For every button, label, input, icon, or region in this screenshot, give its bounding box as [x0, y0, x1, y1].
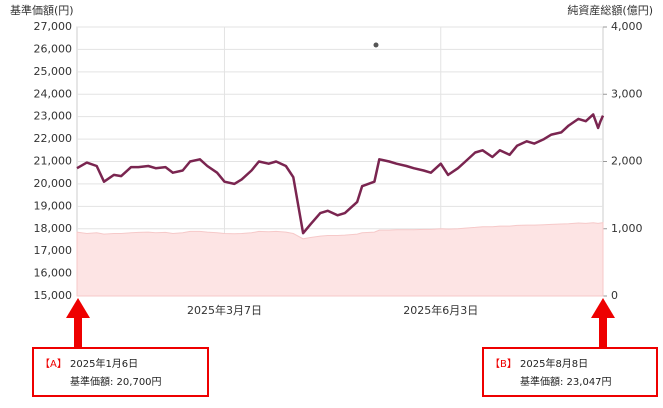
annotation-a: 【A】 2025年1月6日 基準価額: 20,700円: [32, 347, 209, 397]
arrow-b: [591, 298, 615, 348]
y-tick-label: 22,000: [34, 132, 73, 145]
y-tick-label: 19,000: [34, 199, 73, 212]
line: [76, 113, 605, 235]
y-tick-label: 15,000: [34, 289, 73, 302]
x-tick-label: 2025年6月3日: [403, 303, 478, 317]
annotation-date: 2025年1月6日: [70, 357, 138, 370]
y-tick-label: 25,000: [34, 65, 73, 78]
annotation-marker: 【B】: [490, 358, 517, 370]
y-tick-label: 17,000: [34, 244, 73, 257]
y2-tick-label: 1,000: [611, 222, 643, 235]
y-tick-label: 18,000: [34, 222, 73, 235]
y-tick-label: 16,000: [34, 267, 73, 280]
annotation-text: 基準価額: 23,047円: [520, 375, 612, 388]
y-tick-label: 23,000: [34, 110, 73, 123]
annotation-b: 【B】 2025年8月8日 基準価額: 23,047円: [482, 347, 658, 397]
y2-tick-label: 2,000: [611, 155, 643, 168]
y-tick-label: 24,000: [34, 87, 73, 100]
y-tick-label: 20,000: [34, 177, 73, 190]
annotation-text: 基準価額: 20,700円: [70, 375, 162, 388]
y-tick-label: 27,000: [34, 20, 73, 33]
arrow-a: [66, 298, 90, 348]
annotation-date: 2025年8月8日: [520, 357, 588, 370]
marks: [76, 113, 605, 297]
y2-tick-label: 4,000: [611, 20, 643, 33]
y2-tick-label: 3,000: [611, 87, 643, 100]
y-tick-label: 21,000: [34, 155, 73, 168]
y-axis-title: 基準価額(円): [10, 3, 74, 17]
y2-tick-label: 0: [611, 289, 618, 302]
annotation-marker: 【A】: [40, 358, 67, 370]
y-tick-label: 26,000: [34, 42, 73, 55]
area: [76, 222, 604, 297]
x-tick-label: 2025年3月7日: [187, 303, 262, 317]
y2-axis-title: 純資産総額(億円): [567, 3, 653, 17]
marker-dot: [373, 42, 379, 48]
